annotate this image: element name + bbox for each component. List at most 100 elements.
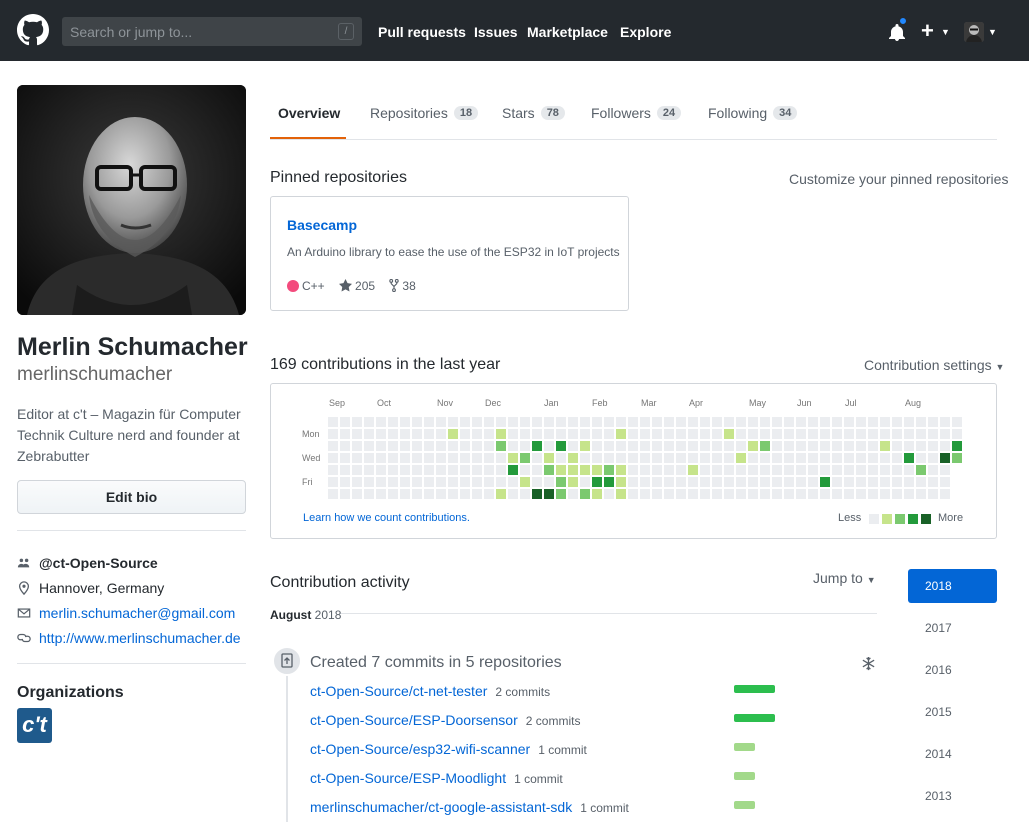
contribution-day-cell[interactable] (568, 441, 578, 451)
contribution-day-cell[interactable] (688, 417, 698, 427)
contribution-day-cell[interactable] (940, 489, 950, 499)
contribution-day-cell[interactable] (724, 417, 734, 427)
contribution-day-cell[interactable] (904, 429, 914, 439)
contribution-day-cell[interactable] (496, 489, 506, 499)
contribution-day-cell[interactable] (364, 429, 374, 439)
contribution-day-cell[interactable] (868, 465, 878, 475)
contribution-day-cell[interactable] (520, 465, 530, 475)
contribution-day-cell[interactable] (484, 477, 494, 487)
contribution-day-cell[interactable] (700, 465, 710, 475)
tab-following[interactable]: Following 34 (708, 105, 798, 121)
contribution-day-cell[interactable] (880, 477, 890, 487)
contribution-day-cell[interactable] (760, 465, 770, 475)
contribution-day-cell[interactable] (568, 477, 578, 487)
contribution-day-cell[interactable] (916, 453, 926, 463)
contribution-day-cell[interactable] (640, 489, 650, 499)
contribution-day-cell[interactable] (604, 441, 614, 451)
contribution-day-cell[interactable] (736, 489, 746, 499)
contribution-day-cell[interactable] (736, 417, 746, 427)
commit-count[interactable]: 2 commits (525, 714, 581, 728)
contribution-day-cell[interactable] (460, 417, 470, 427)
contribution-day-cell[interactable] (916, 489, 926, 499)
contribution-day-cell[interactable] (928, 465, 938, 475)
contribution-settings-dropdown[interactable]: Contribution settings ▼ (864, 357, 1004, 373)
contribution-day-cell[interactable] (820, 453, 830, 463)
contribution-day-cell[interactable] (664, 441, 674, 451)
contribution-day-cell[interactable] (508, 465, 518, 475)
contribution-day-cell[interactable] (340, 417, 350, 427)
contribution-day-cell[interactable] (352, 417, 362, 427)
contribution-day-cell[interactable] (892, 429, 902, 439)
contribution-day-cell[interactable] (340, 477, 350, 487)
contribution-day-cell[interactable] (436, 417, 446, 427)
contribution-day-cell[interactable] (688, 453, 698, 463)
contribution-day-cell[interactable] (520, 429, 530, 439)
contribution-day-cell[interactable] (640, 453, 650, 463)
contribution-day-cell[interactable] (472, 453, 482, 463)
contribution-day-cell[interactable] (796, 453, 806, 463)
contribution-day-cell[interactable] (424, 429, 434, 439)
repo-stars[interactable]: 205 (338, 279, 375, 293)
contribution-day-cell[interactable] (544, 489, 554, 499)
contribution-day-cell[interactable] (592, 465, 602, 475)
contribution-day-cell[interactable] (664, 477, 674, 487)
contribution-day-cell[interactable] (472, 441, 482, 451)
contribution-day-cell[interactable] (568, 465, 578, 475)
contribution-day-cell[interactable] (592, 417, 602, 427)
contribution-day-cell[interactable] (436, 477, 446, 487)
contribution-day-cell[interactable] (604, 453, 614, 463)
contribution-day-cell[interactable] (352, 429, 362, 439)
contribution-day-cell[interactable] (364, 477, 374, 487)
contribution-day-cell[interactable] (724, 429, 734, 439)
user-avatar-small[interactable] (964, 22, 984, 42)
contribution-day-cell[interactable] (448, 453, 458, 463)
contribution-day-cell[interactable] (664, 465, 674, 475)
contribution-day-cell[interactable] (784, 465, 794, 475)
contribution-day-cell[interactable] (652, 465, 662, 475)
contribution-day-cell[interactable] (376, 477, 386, 487)
contribution-day-cell[interactable] (592, 441, 602, 451)
contribution-day-cell[interactable] (532, 465, 542, 475)
contribution-day-cell[interactable] (880, 441, 890, 451)
contribution-day-cell[interactable] (808, 453, 818, 463)
contribution-day-cell[interactable] (892, 441, 902, 451)
contribution-day-cell[interactable] (832, 489, 842, 499)
contribution-day-cell[interactable] (496, 441, 506, 451)
contribution-day-cell[interactable] (652, 453, 662, 463)
collapse-toggle-icon[interactable] (861, 656, 876, 671)
contribution-day-cell[interactable] (532, 429, 542, 439)
contribution-day-cell[interactable] (772, 489, 782, 499)
contribution-day-cell[interactable] (784, 441, 794, 451)
contribution-day-cell[interactable] (484, 489, 494, 499)
contribution-day-cell[interactable] (724, 477, 734, 487)
contribution-day-cell[interactable] (556, 477, 566, 487)
contribution-day-cell[interactable] (400, 465, 410, 475)
contribution-day-cell[interactable] (580, 429, 590, 439)
jump-to-dropdown[interactable]: Jump to ▼ (813, 570, 876, 586)
contribution-day-cell[interactable] (592, 429, 602, 439)
contribution-day-cell[interactable] (772, 417, 782, 427)
repo-name[interactable]: ct-Open-Source/ESP-Moodlight (310, 770, 507, 786)
nav-issues[interactable]: Issues (474, 24, 518, 40)
year-link-2018[interactable]: 2018 (908, 569, 997, 603)
contribution-day-cell[interactable] (844, 453, 854, 463)
contribution-day-cell[interactable] (832, 477, 842, 487)
contribution-day-cell[interactable] (952, 429, 962, 439)
contribution-day-cell[interactable] (640, 465, 650, 475)
contribution-day-cell[interactable] (904, 453, 914, 463)
contribution-day-cell[interactable] (544, 417, 554, 427)
contribution-day-cell[interactable] (916, 477, 926, 487)
contribution-day-cell[interactable] (700, 453, 710, 463)
contribution-day-cell[interactable] (712, 417, 722, 427)
contribution-day-cell[interactable] (532, 477, 542, 487)
contribution-day-cell[interactable] (328, 417, 338, 427)
contribution-day-cell[interactable] (376, 441, 386, 451)
contribution-day-cell[interactable] (700, 441, 710, 451)
contribution-day-cell[interactable] (700, 417, 710, 427)
vcard-website-link[interactable]: http://www.merlinschumacher.de (39, 630, 241, 646)
contribution-day-cell[interactable] (832, 417, 842, 427)
contribution-day-cell[interactable] (328, 465, 338, 475)
year-link-2016[interactable]: 2016 (925, 663, 952, 677)
contribution-day-cell[interactable] (364, 453, 374, 463)
contribution-day-cell[interactable] (916, 465, 926, 475)
